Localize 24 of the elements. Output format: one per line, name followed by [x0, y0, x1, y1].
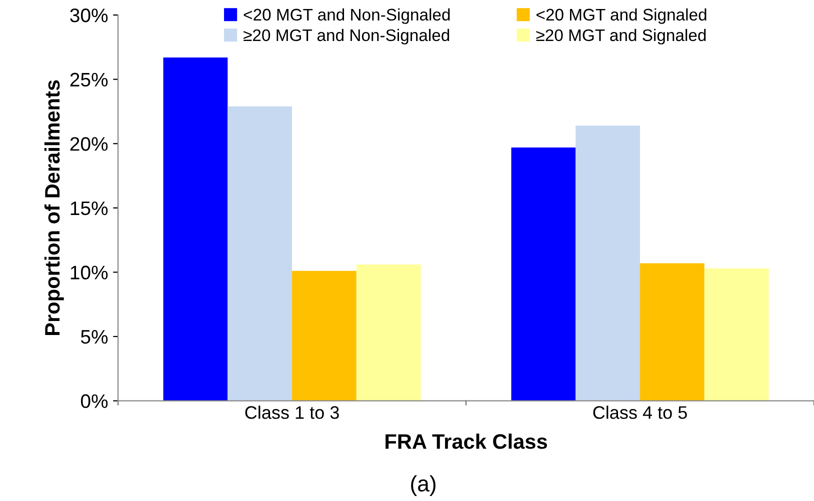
bar	[576, 126, 640, 401]
y-tick-label: 5%	[80, 330, 108, 344]
bar	[704, 268, 769, 401]
text: (a)	[411, 475, 436, 496]
bar	[511, 147, 576, 401]
bar	[356, 264, 421, 401]
x-axis-title: FRA Track Class	[386, 434, 547, 449]
y-tick-label: 20%	[70, 137, 108, 151]
legend-label: ≥20 MGT and Signaled	[536, 28, 706, 44]
bar	[163, 57, 228, 401]
y-tick-label: 15%	[70, 201, 108, 216]
y-tick-label: 0%	[80, 394, 108, 408]
legend-label: ≥20 MGT and Non-Signaled	[244, 28, 450, 44]
y-tick-label: 10%	[70, 266, 108, 280]
x-tick-label: Class 1 to 3	[245, 406, 339, 419]
legend-label: <20 MGT and Non-Signaled	[244, 8, 450, 24]
y-tick-label: 25%	[70, 72, 108, 87]
bar	[640, 263, 704, 401]
y-axis-title: Proportion of Derailments	[44, 80, 64, 335]
legend-label: <20 MGT and Signaled	[536, 8, 706, 24]
bar	[228, 106, 292, 401]
x-tick-label: Class 4 to 5	[593, 406, 687, 419]
y-tick-label: 30%	[70, 8, 108, 22]
bar	[292, 270, 356, 401]
